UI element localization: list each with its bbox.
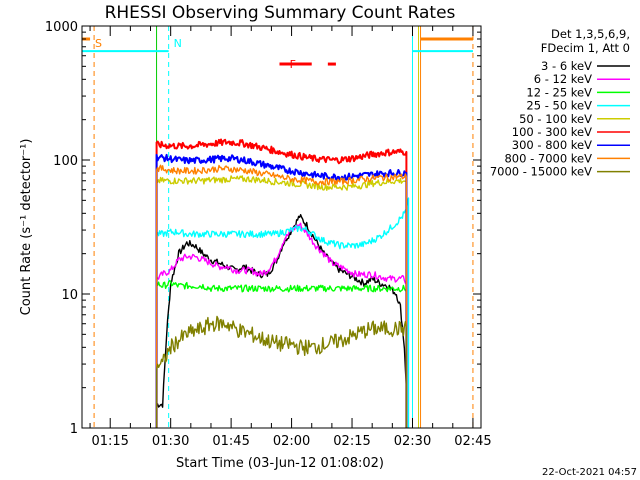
legend-label-6: 300 - 800 keV [512,138,592,152]
x-tick-label-5: 02:30 [394,434,431,449]
x-tick-label-4: 02:15 [333,434,370,449]
legend-label-1: 6 - 12 keV [534,72,592,86]
legend-label-3: 25 - 50 keV [526,99,592,113]
generation-timestamp: 22-Oct-2021 04:57 [542,467,637,478]
series-line-4 [155,175,408,428]
legend-header-1: FDecim 1, Att 0 [541,41,630,55]
x-tick-label-1: 01:30 [152,434,189,449]
legend-label-2: 12 - 25 keV [526,85,592,99]
series-line-6 [155,153,408,428]
series-line-1 [155,222,408,428]
series-line-3 [155,197,410,428]
legend-label-0: 3 - 6 keV [541,59,592,73]
plot-frame [81,25,482,429]
series-line-0 [155,214,408,428]
legend-label-4: 50 - 100 keV [519,112,592,126]
y-axis-label: Count Rate (s⁻¹ detector⁻¹) [19,139,34,316]
x-axis: 01:15 01:30 01:45 02:00 02:15 02:30 02:45 [89,26,492,449]
legend-label-8: 7000 - 15000 keV [490,165,592,179]
series-line-5 [155,138,408,428]
annotation-S: S [95,37,102,50]
y-tick-label-2: 100 [53,154,78,169]
x-tick-label-0: 01:15 [91,434,128,449]
legend-header-0: Det 1,3,5,6,9, [551,27,630,41]
y-tick-label-0: 1 [70,422,78,437]
series-line-7 [155,164,408,428]
series-line-2 [155,279,408,428]
legend-label-5: 100 - 300 keV [512,125,592,139]
x-tick-label-6: 02:45 [454,434,491,449]
chart-title: RHESSI Observing Summary Count Rates [105,3,456,23]
x-axis-label: Start Time (03-Jun-12 01:08:02) [176,456,384,471]
annotation-F: F [290,58,296,71]
legend-label-7: 800 - 7000 keV [504,151,592,165]
series-line-8 [155,315,408,428]
y-tick-label-1: 10 [61,288,78,303]
y-axis: 1 10 100 1000 [45,20,481,437]
y-tick-label-3: 1000 [45,20,78,35]
x-tick-label-3: 02:00 [273,434,310,449]
annotation-N: N [174,37,182,50]
x-tick-label-2: 01:45 [212,434,249,449]
legend: Det 1,3,5,6,9,FDecim 1, Att 0 3 - 6 keV6 … [490,27,630,179]
